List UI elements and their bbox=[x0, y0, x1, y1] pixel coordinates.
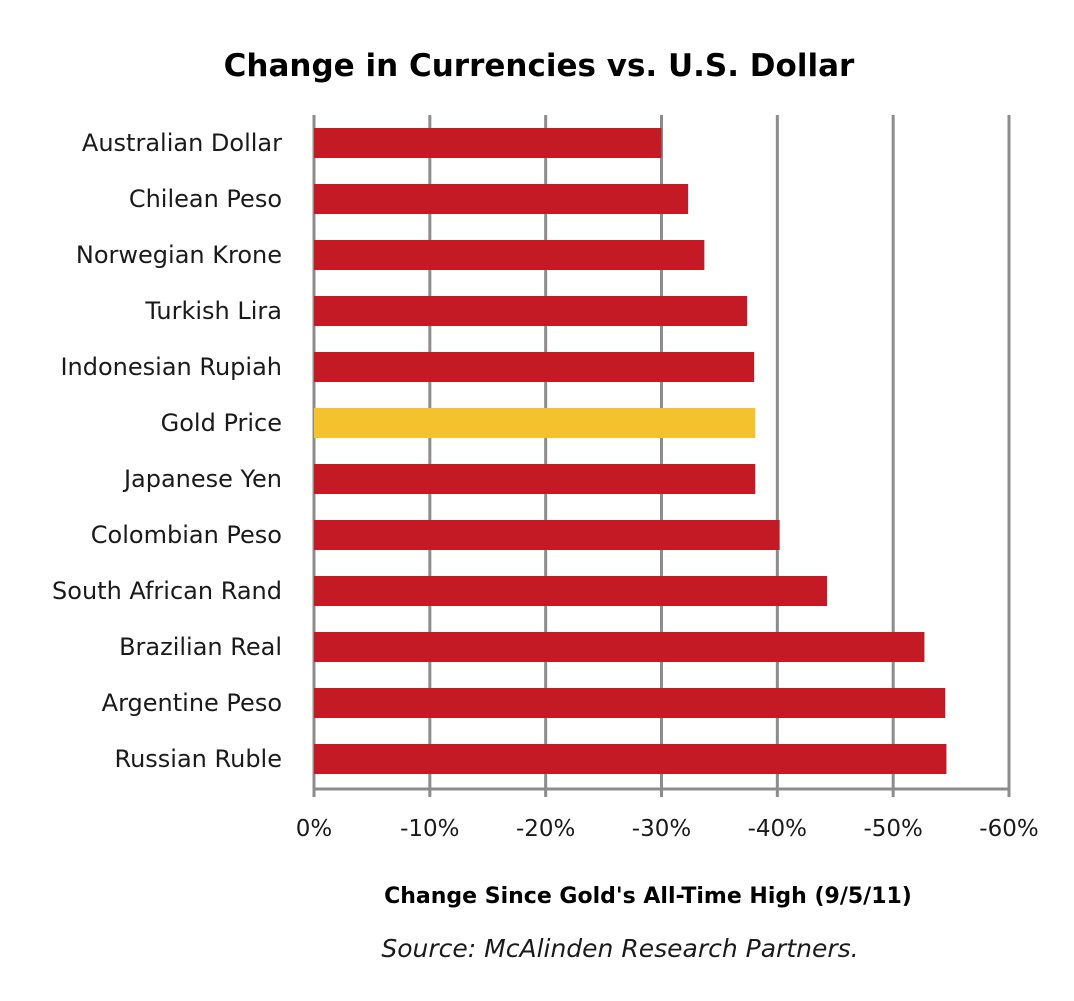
category-label: Australian Dollar bbox=[82, 129, 282, 157]
x-axis-label: Change Since Gold's All-Time High (9/5/1… bbox=[384, 884, 912, 909]
category-label: Russian Ruble bbox=[114, 745, 282, 773]
x-tick-labels: 0% -10% -20% -30% -40% -50% -60% bbox=[296, 816, 1039, 842]
bar-colombian-peso bbox=[314, 520, 780, 550]
x-tick-label: -20% bbox=[516, 816, 575, 842]
bar-japanese-yen bbox=[314, 464, 756, 494]
bar-turkish-lira bbox=[314, 296, 748, 326]
category-label: Indonesian Rupiah bbox=[60, 353, 282, 381]
category-labels: Australian Dollar Chilean Peso Norwegian K… bbox=[52, 129, 282, 773]
grid bbox=[312, 115, 1011, 797]
x-tick-label: -10% bbox=[400, 816, 459, 842]
bar-norwegian-krone bbox=[314, 240, 705, 270]
category-label: South African Rand bbox=[52, 577, 282, 605]
x-tick-label: 0% bbox=[296, 816, 333, 842]
category-label: Argentine Peso bbox=[102, 689, 282, 717]
bar-russian-ruble bbox=[314, 744, 947, 774]
category-label: Norwegian Krone bbox=[76, 241, 282, 269]
category-label: Japanese Yen bbox=[122, 465, 282, 493]
x-tick-label: -60% bbox=[979, 816, 1038, 842]
category-label: Chilean Peso bbox=[129, 185, 282, 213]
category-label: Colombian Peso bbox=[91, 521, 282, 549]
source-note: Source: McAlinden Research Partners. bbox=[381, 934, 858, 963]
category-label: Turkish Lira bbox=[144, 297, 282, 325]
bar-south-african-rand bbox=[314, 576, 828, 606]
bar-gold-price bbox=[314, 408, 756, 438]
category-label: Gold Price bbox=[161, 409, 282, 437]
x-tick-label: -50% bbox=[863, 816, 922, 842]
bar-argentine-peso bbox=[314, 688, 946, 718]
bar-australian-dollar bbox=[314, 128, 662, 158]
x-tick-label: -30% bbox=[632, 816, 691, 842]
bar-chilean-peso bbox=[314, 184, 689, 214]
bar-indonesian-rupiah bbox=[314, 352, 755, 382]
category-label: Brazilian Real bbox=[119, 633, 282, 661]
x-tick-label: -40% bbox=[748, 816, 807, 842]
chart-title: Change in Currencies vs. U.S. Dollar bbox=[224, 48, 855, 84]
bar-brazilian-real bbox=[314, 632, 925, 662]
bars bbox=[314, 128, 947, 774]
